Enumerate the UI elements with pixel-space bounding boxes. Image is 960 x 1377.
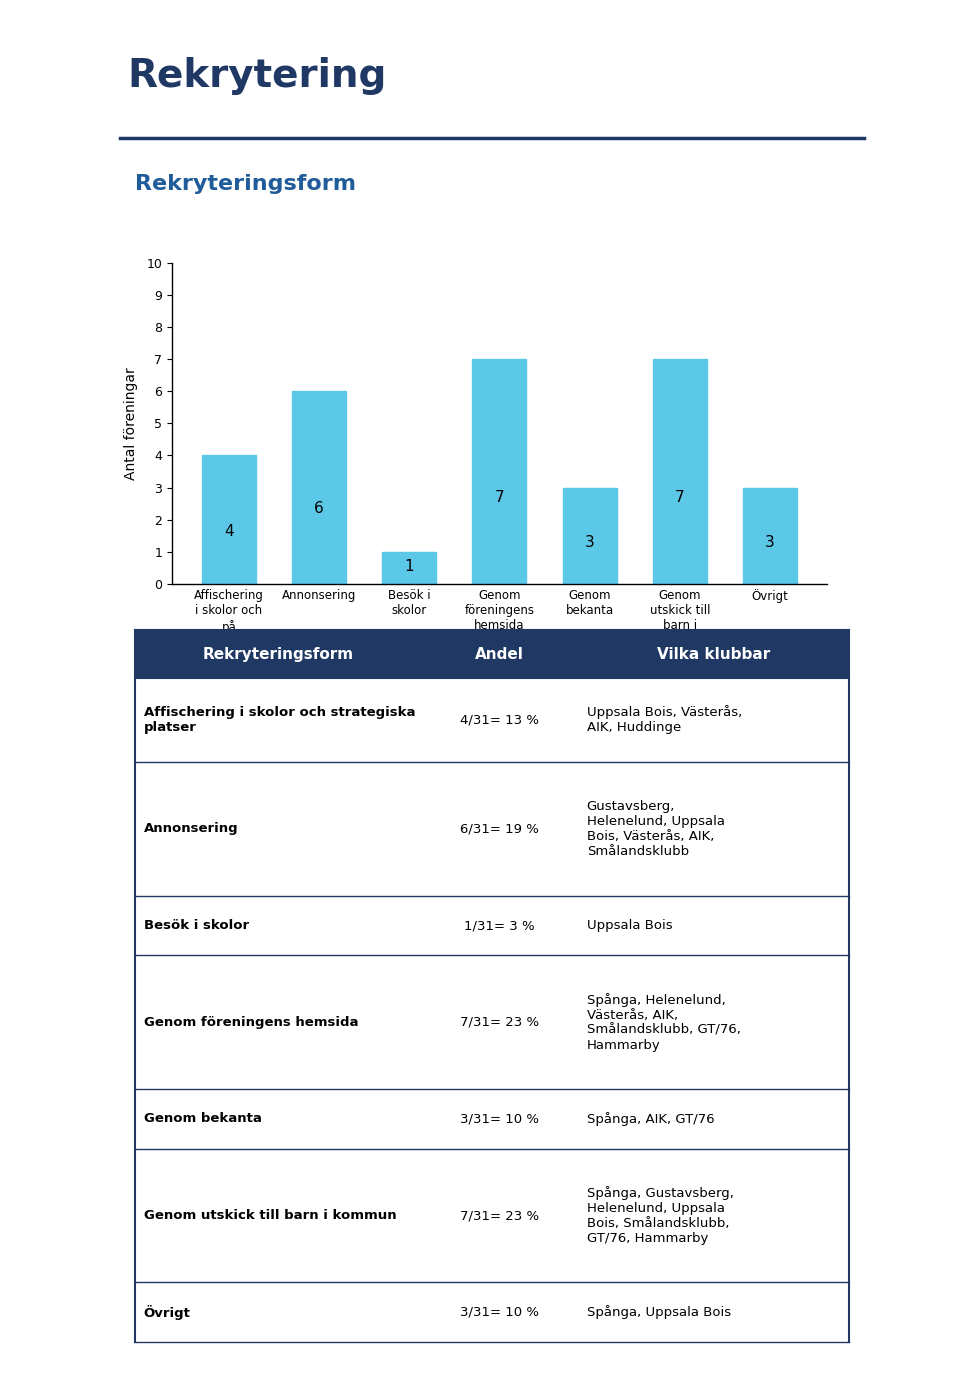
Bar (578, 631, 849, 677)
Bar (134, 1089, 420, 1148)
Text: Genom föreningens hemsida: Genom föreningens hemsida (144, 1016, 358, 1029)
Text: Uppsala Bois: Uppsala Bois (587, 918, 672, 932)
Bar (578, 956, 849, 1089)
Bar (420, 956, 578, 1089)
Text: Affischering i skolor och strategiska
platser: Affischering i skolor och strategiska pl… (144, 706, 416, 734)
Bar (134, 895, 420, 956)
Bar (578, 895, 849, 956)
Bar (420, 677, 578, 761)
Bar (420, 1148, 578, 1282)
Bar (420, 895, 578, 956)
Text: 7/31= 23 %: 7/31= 23 % (460, 1209, 539, 1223)
Bar (578, 761, 849, 895)
Bar (420, 1089, 578, 1148)
Bar (420, 761, 578, 895)
Bar (134, 1148, 420, 1282)
Bar (134, 631, 420, 677)
Text: Spånga, Gustavsberg,
Helenelund, Uppsala
Bois, Smålandsklubb,
GT/76, Hammarby: Spånga, Gustavsberg, Helenelund, Uppsala… (587, 1186, 733, 1245)
Bar (134, 956, 420, 1089)
Text: 1/31= 3 %: 1/31= 3 % (464, 918, 535, 932)
Bar (420, 1282, 578, 1343)
Text: Besök i skolor: Besök i skolor (144, 918, 249, 932)
Bar (134, 1282, 420, 1343)
Text: Vilka klubbar: Vilka klubbar (657, 647, 770, 661)
Text: 4/31= 13 %: 4/31= 13 % (460, 713, 539, 726)
Text: Genom utskick till barn i kommun: Genom utskick till barn i kommun (144, 1209, 396, 1223)
Text: Rekrytering: Rekrytering (128, 56, 387, 95)
Bar (134, 761, 420, 895)
Text: Rekryteringsform: Rekryteringsform (134, 174, 356, 194)
Bar (578, 677, 849, 761)
Text: Genom bekanta: Genom bekanta (144, 1113, 262, 1125)
Bar (578, 1148, 849, 1282)
Bar (578, 1282, 849, 1343)
Text: Uppsala Bois, Västerås,
AIK, Huddinge: Uppsala Bois, Västerås, AIK, Huddinge (587, 705, 742, 734)
Text: 3/31= 10 %: 3/31= 10 % (460, 1305, 539, 1319)
Text: Spånga, Helenelund,
Västerås, AIK,
Smålandsklubb, GT/76,
Hammarby: Spånga, Helenelund, Västerås, AIK, Småla… (587, 993, 740, 1052)
Text: Gustavsberg,
Helenelund, Uppsala
Bois, Västerås, AIK,
Smålandsklubb: Gustavsberg, Helenelund, Uppsala Bois, V… (587, 800, 725, 858)
Text: Annonsering: Annonsering (144, 822, 238, 836)
Bar (134, 677, 420, 761)
Text: 6/31= 19 %: 6/31= 19 % (460, 822, 539, 836)
Text: 3/31= 10 %: 3/31= 10 % (460, 1113, 539, 1125)
Text: Spånga, AIK, GT/76: Spånga, AIK, GT/76 (587, 1113, 714, 1126)
Bar (578, 1089, 849, 1148)
Text: 7/31= 23 %: 7/31= 23 % (460, 1016, 539, 1029)
Text: Övrigt: Övrigt (144, 1305, 191, 1319)
Text: Spånga, Uppsala Bois: Spånga, Uppsala Bois (587, 1305, 731, 1319)
Text: Andel: Andel (474, 647, 523, 661)
Bar (420, 631, 578, 677)
Text: Rekryteringsform: Rekryteringsform (203, 647, 353, 661)
